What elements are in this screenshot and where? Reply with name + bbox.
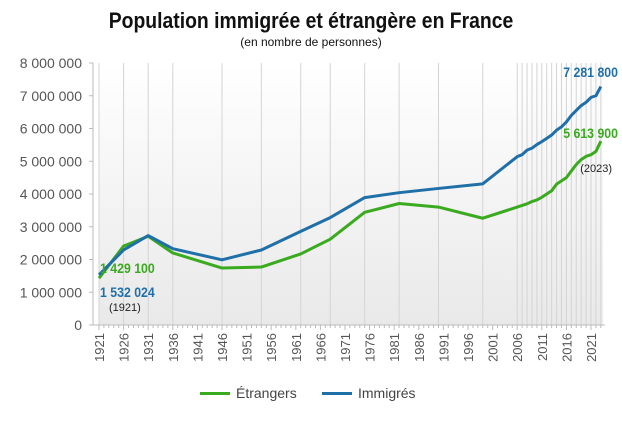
series-line-immigres — [97, 85, 603, 276]
x-tick-label: 1996 — [461, 333, 476, 362]
y-tick-label: 3 000 000 — [20, 219, 82, 235]
legend-swatch — [200, 391, 230, 395]
year-label-2023: (2023) — [580, 163, 612, 175]
y-tick-label: 6 000 000 — [20, 121, 82, 137]
x-tick-label: 1926 — [117, 333, 132, 362]
legend-label: Étrangers — [236, 385, 297, 401]
year-label-1921: (1921) — [109, 302, 141, 314]
x-tick-label: 1966 — [313, 333, 328, 362]
chart-subtitle: (en nombre de personnes) — [240, 35, 382, 49]
data-label-immigres-2023: 7 281 800 — [563, 64, 618, 80]
legend-item-etrangers: Étrangers — [200, 385, 297, 401]
x-tick-label: 1981 — [387, 333, 402, 362]
data-label-etrangers-1921: 1 429 100 — [100, 260, 155, 276]
y-tick-label: 1 000 000 — [20, 284, 82, 300]
x-tick-label: 2006 — [510, 333, 525, 362]
x-tick-label: 1946 — [215, 333, 230, 362]
data-label-etrangers-2023: 5 613 900 — [563, 125, 618, 141]
x-tick-label: 1986 — [412, 333, 427, 362]
x-tick-label: 1971 — [338, 333, 353, 362]
x-tick-label: 1941 — [190, 333, 205, 362]
legend-swatch — [322, 391, 352, 395]
y-tick-label: 4 000 000 — [20, 186, 82, 202]
x-tick-label: 2016 — [559, 333, 574, 362]
x-tick-label: 2011 — [535, 333, 550, 361]
y-tick-label: 0 — [74, 317, 82, 333]
x-tick-label: 1931 — [141, 333, 156, 362]
legend-label: Immigrés — [358, 385, 416, 401]
x-tick-label: 1976 — [363, 333, 378, 362]
chart-title: Population immigrée et étrangère en Fran… — [108, 8, 514, 33]
y-tick-label: 2 000 000 — [20, 252, 82, 268]
series-line-etrangers — [97, 140, 603, 280]
data-label-immigres-1921: 1 532 024 — [100, 284, 155, 300]
x-tick-label: 1991 — [436, 333, 451, 362]
x-tick-label: 1921 — [92, 333, 107, 362]
x-tick-label: 1936 — [166, 333, 181, 362]
x-tick-label: 1951 — [240, 333, 255, 362]
y-tick-label: 8 000 000 — [20, 55, 82, 71]
y-tick-label: 7 000 000 — [20, 88, 82, 104]
x-tick-label: 1961 — [289, 333, 304, 362]
plot-background — [99, 63, 603, 325]
x-tick-label: 2001 — [486, 333, 501, 362]
x-tick-label: 2021 — [584, 333, 599, 362]
legend-item-immigres: Immigrés — [322, 385, 416, 401]
x-tick-label: 1956 — [264, 333, 279, 362]
y-tick-label: 5 000 000 — [20, 153, 82, 169]
